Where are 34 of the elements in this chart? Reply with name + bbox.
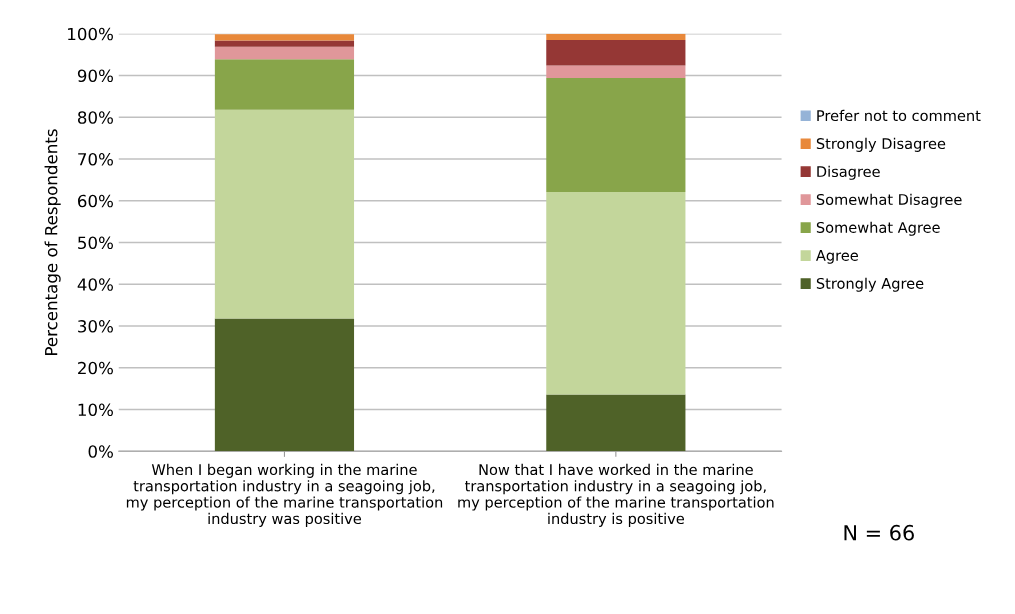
- bar: [214, 318, 355, 452]
- y-tick-label: 20%: [78, 361, 113, 375]
- bar: [546, 78, 686, 193]
- y-tick-label: 0%: [88, 445, 113, 458]
- bar: [214, 34, 355, 41]
- y-tick-label: 70%: [78, 152, 113, 166]
- bar: [546, 40, 686, 66]
- bar: [214, 59, 355, 110]
- bar: [546, 192, 686, 395]
- bar: [546, 65, 686, 79]
- y-axis-title: Percentage of Respondents: [44, 129, 61, 355]
- legend-label: Agree: [816, 250, 858, 264]
- y-tick-label: 100%: [68, 27, 113, 41]
- y-tick-label: 90%: [77, 69, 113, 83]
- legend-label: Somewhat Disagree: [816, 193, 962, 208]
- y-tick-label: 80%: [77, 111, 113, 124]
- bar: [546, 33, 686, 41]
- x-tick-label: When I began working in the marine transportation industry in a seagoing job, my perception of the marine transportation industry was positive: [126, 463, 443, 527]
- legend-label: Disagree: [817, 165, 880, 180]
- bar: [214, 46, 355, 60]
- legend-label: Prefer not to comment: [817, 109, 981, 122]
- y-tick-label: 30%: [78, 320, 113, 333]
- bar: [214, 109, 355, 319]
- legend-label: Strongly Agree: [816, 277, 924, 292]
- y-tick-label: 10%: [78, 403, 113, 417]
- bar: [214, 40, 355, 47]
- y-tick-label: 40%: [77, 278, 113, 291]
- bar: [546, 394, 686, 452]
- y-tick-label: 50%: [78, 236, 113, 250]
- y-tick-label: 60%: [78, 194, 113, 208]
- text: N = 66: [844, 524, 914, 541]
- x-tick-label: Now that I have worked in the marine transportation industry in a seagoing job, my perception of the marine transportation industry is positive: [458, 463, 774, 527]
- legend-label: Strongly Disagree: [816, 137, 946, 152]
- legend-label: Somewhat Agree: [816, 221, 940, 236]
